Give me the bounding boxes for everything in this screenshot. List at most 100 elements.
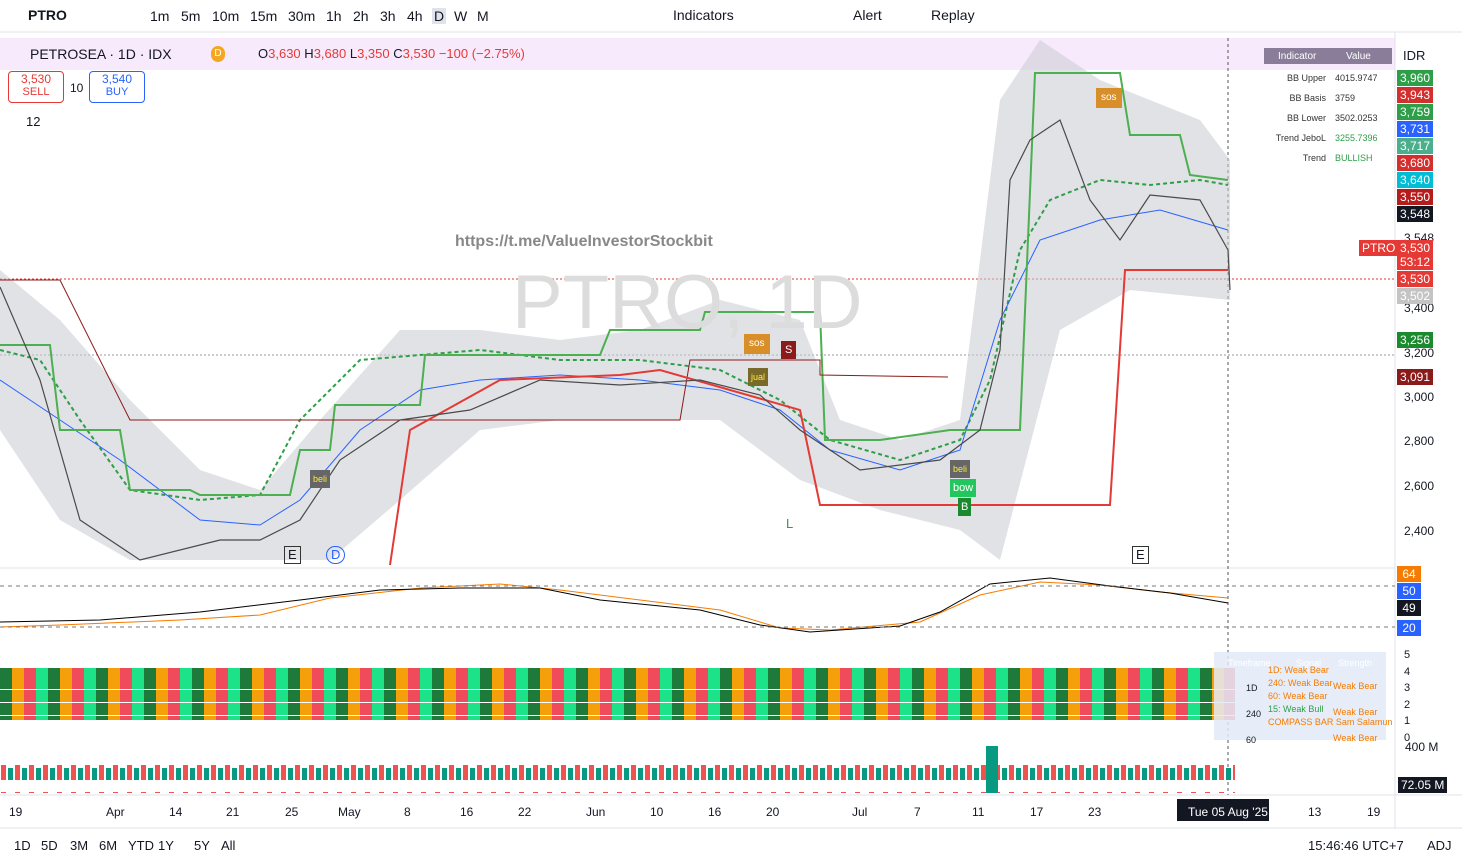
price-tag: 3,550 [1397, 189, 1433, 205]
price-tag: 3,256 [1397, 332, 1433, 348]
table-cell: BB Upper [1286, 73, 1326, 83]
price-tag: 3,502 [1397, 288, 1433, 304]
label: C [393, 46, 403, 61]
interval[interactable]: W [454, 8, 468, 24]
buy-button[interactable]: 3,540 BUY [89, 71, 145, 103]
symbol[interactable]: PTRO [28, 7, 67, 23]
clock: 15:46:46 UTC+7 [1308, 838, 1404, 853]
interval[interactable]: 2h [353, 8, 369, 24]
compass-row: 15: Weak Bull [1268, 704, 1324, 714]
price-tag: 3,960 [1397, 70, 1433, 86]
interval[interactable]: 15m [250, 8, 278, 24]
price: 3,530 [20, 72, 52, 86]
table-cell: 3759 [1335, 93, 1356, 103]
watermark-symbol: PTRO, 1D [512, 260, 863, 345]
compass-strength: Weak Bear [1333, 681, 1378, 691]
oscillator-tag: 50 [1397, 583, 1421, 599]
marker: sos [1096, 88, 1122, 108]
indicators-count[interactable]: 12 [26, 114, 41, 129]
quantity: 10 [70, 81, 84, 95]
marker: beli [310, 470, 331, 488]
table-cell: Trend [1302, 153, 1326, 163]
compass-header: Strength [1338, 658, 1373, 668]
replay-button[interactable]: Replay [931, 7, 975, 23]
range-button[interactable]: 1Y [158, 838, 174, 853]
indicators-button[interactable]: Indicators [673, 7, 734, 23]
interval[interactable]: M [477, 8, 489, 24]
oscillator-tag: 20 [1397, 620, 1421, 636]
interval[interactable]: 1m [150, 8, 170, 24]
price-label: 2,800 [1404, 434, 1435, 448]
price: 3,540 [101, 72, 133, 86]
compass-title: COMPASS BAR Sam Salamun [1268, 717, 1393, 727]
time-label: Apr [106, 805, 125, 819]
price-label: 2,400 [1404, 524, 1435, 538]
label: O [258, 46, 269, 61]
compass-axis-label: 4 [1404, 665, 1411, 678]
table-cell: BB Basis [1289, 93, 1326, 103]
table-cell: 3502.0253 [1335, 113, 1378, 123]
compass-header: Timeframe [1228, 658, 1271, 668]
price-label: 3,400 [1404, 301, 1435, 315]
price-tag: 3,717 [1397, 138, 1433, 154]
time-label: 10 [650, 805, 664, 819]
marker: bow [950, 479, 977, 497]
interval[interactable]: 30m [288, 8, 316, 24]
compass-row: 60: Weak Bear [1268, 691, 1328, 701]
marker: E [284, 546, 301, 564]
range-button[interactable]: All [221, 838, 236, 853]
sell-button[interactable]: 3,530 SELL [8, 71, 64, 103]
time-label: 25 [285, 805, 299, 819]
symbol-tag: PTRO [1359, 240, 1399, 256]
symbol-tag-countdown: 53:12 [1397, 254, 1433, 270]
range-button[interactable]: 3M [70, 838, 89, 853]
low: 3,350 [357, 46, 390, 61]
range-button[interactable]: 5D [41, 838, 58, 853]
time-label: 22 [518, 805, 532, 819]
price-tag: 3,759 [1397, 104, 1433, 120]
interval[interactable]: 1h [326, 8, 342, 24]
time-label: 14 [169, 805, 183, 819]
price-label: 2,600 [1404, 479, 1435, 493]
label: SELL [22, 86, 50, 98]
table-header: Value [1346, 51, 1371, 62]
compass-strength: Weak Bear [1333, 733, 1378, 743]
time-label: 11 [972, 805, 985, 819]
range-button[interactable]: 6M [99, 838, 118, 853]
marker: L [786, 516, 794, 531]
table-cell: Trend JeboL [1275, 133, 1326, 143]
price-tag: 3,731 [1397, 121, 1433, 137]
time-label: 20 [766, 805, 780, 819]
time-label: 19 [1367, 805, 1381, 819]
marker: S [781, 341, 797, 359]
interval[interactable]: 3h [380, 8, 396, 24]
time-label: 19 [9, 805, 23, 819]
time-label: 16 [460, 805, 474, 819]
interval[interactable]: 10m [212, 8, 240, 24]
interval[interactable]: 4h [407, 8, 423, 24]
range-button[interactable]: 5Y [194, 838, 210, 853]
time-label: Jun [586, 805, 606, 819]
currency[interactable]: IDR [1403, 48, 1426, 63]
compass-axis-label: 0 [1404, 731, 1411, 744]
alert-button[interactable]: Alert [853, 7, 882, 23]
label: BUY [105, 86, 129, 98]
time-label: 21 [226, 805, 240, 819]
table-header: Indicator [1278, 51, 1317, 62]
price-tag: 3,640 [1397, 172, 1433, 188]
compass-row: 240: Weak Bear [1268, 678, 1333, 688]
range-button[interactable]: YTD [128, 838, 154, 853]
time-label: 17 [1030, 805, 1044, 819]
interval[interactable]: D [432, 8, 447, 24]
time-label: 7 [914, 805, 921, 819]
symbol-tag-price: 3,530 [1397, 240, 1433, 256]
compass-header: Signal [1296, 658, 1322, 668]
label: H [304, 46, 314, 61]
interval[interactable]: 5m [181, 8, 201, 24]
compass-timeframe: 1D [1246, 683, 1258, 693]
adj-button[interactable]: ADJ [1427, 838, 1452, 853]
table-cell: 4015.9747 [1335, 73, 1378, 83]
compass-axis-label: 5 [1404, 649, 1411, 661]
range-button[interactable]: 1D [14, 838, 31, 853]
